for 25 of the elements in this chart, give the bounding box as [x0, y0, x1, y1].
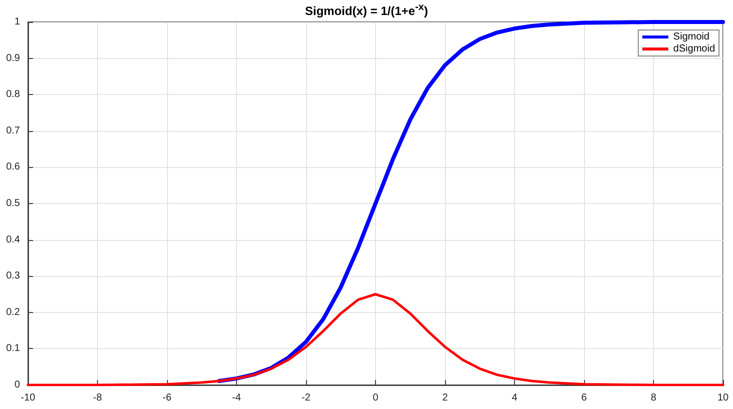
- y-tick-label: 0: [14, 380, 20, 390]
- x-tick-label: -8: [93, 392, 102, 404]
- y-tick-label: 0.5: [6, 198, 20, 209]
- x-tick-label: 0: [372, 392, 379, 404]
- x-tick-label: 10: [717, 392, 729, 404]
- chart-title: Sigmoid(x) = 1/(1+e$^{-x}$): [304, 2, 429, 18]
- x-tick-label: 2: [442, 392, 448, 404]
- legend-label: dSigmoid: [673, 44, 716, 54]
- y-tick-label: 0.4: [6, 234, 20, 246]
- y-tick-label: 0.6: [6, 162, 20, 173]
- y-tick-label: 1: [14, 16, 20, 28]
- x-tick-label: -2: [302, 392, 311, 404]
- y-tick-label: 0.1: [6, 343, 20, 354]
- x-tick-label: 6: [581, 392, 588, 404]
- x-tick-label: 4: [512, 392, 518, 404]
- y-tick-label: 0.7: [6, 125, 20, 136]
- y-tick-label: 0.2: [6, 306, 20, 318]
- x-tick-label: -10: [20, 392, 36, 404]
- y-tick-label: 0.8: [6, 89, 20, 100]
- x-tick-label: -4: [232, 392, 242, 404]
- x-tick-label: -6: [162, 392, 172, 404]
- y-tick-label: 0.9: [6, 52, 20, 64]
- y-tick-label: 0.3: [6, 270, 20, 282]
- x-tick-label: 8: [650, 392, 657, 404]
- legend-label: Sigmoid: [673, 32, 710, 42]
